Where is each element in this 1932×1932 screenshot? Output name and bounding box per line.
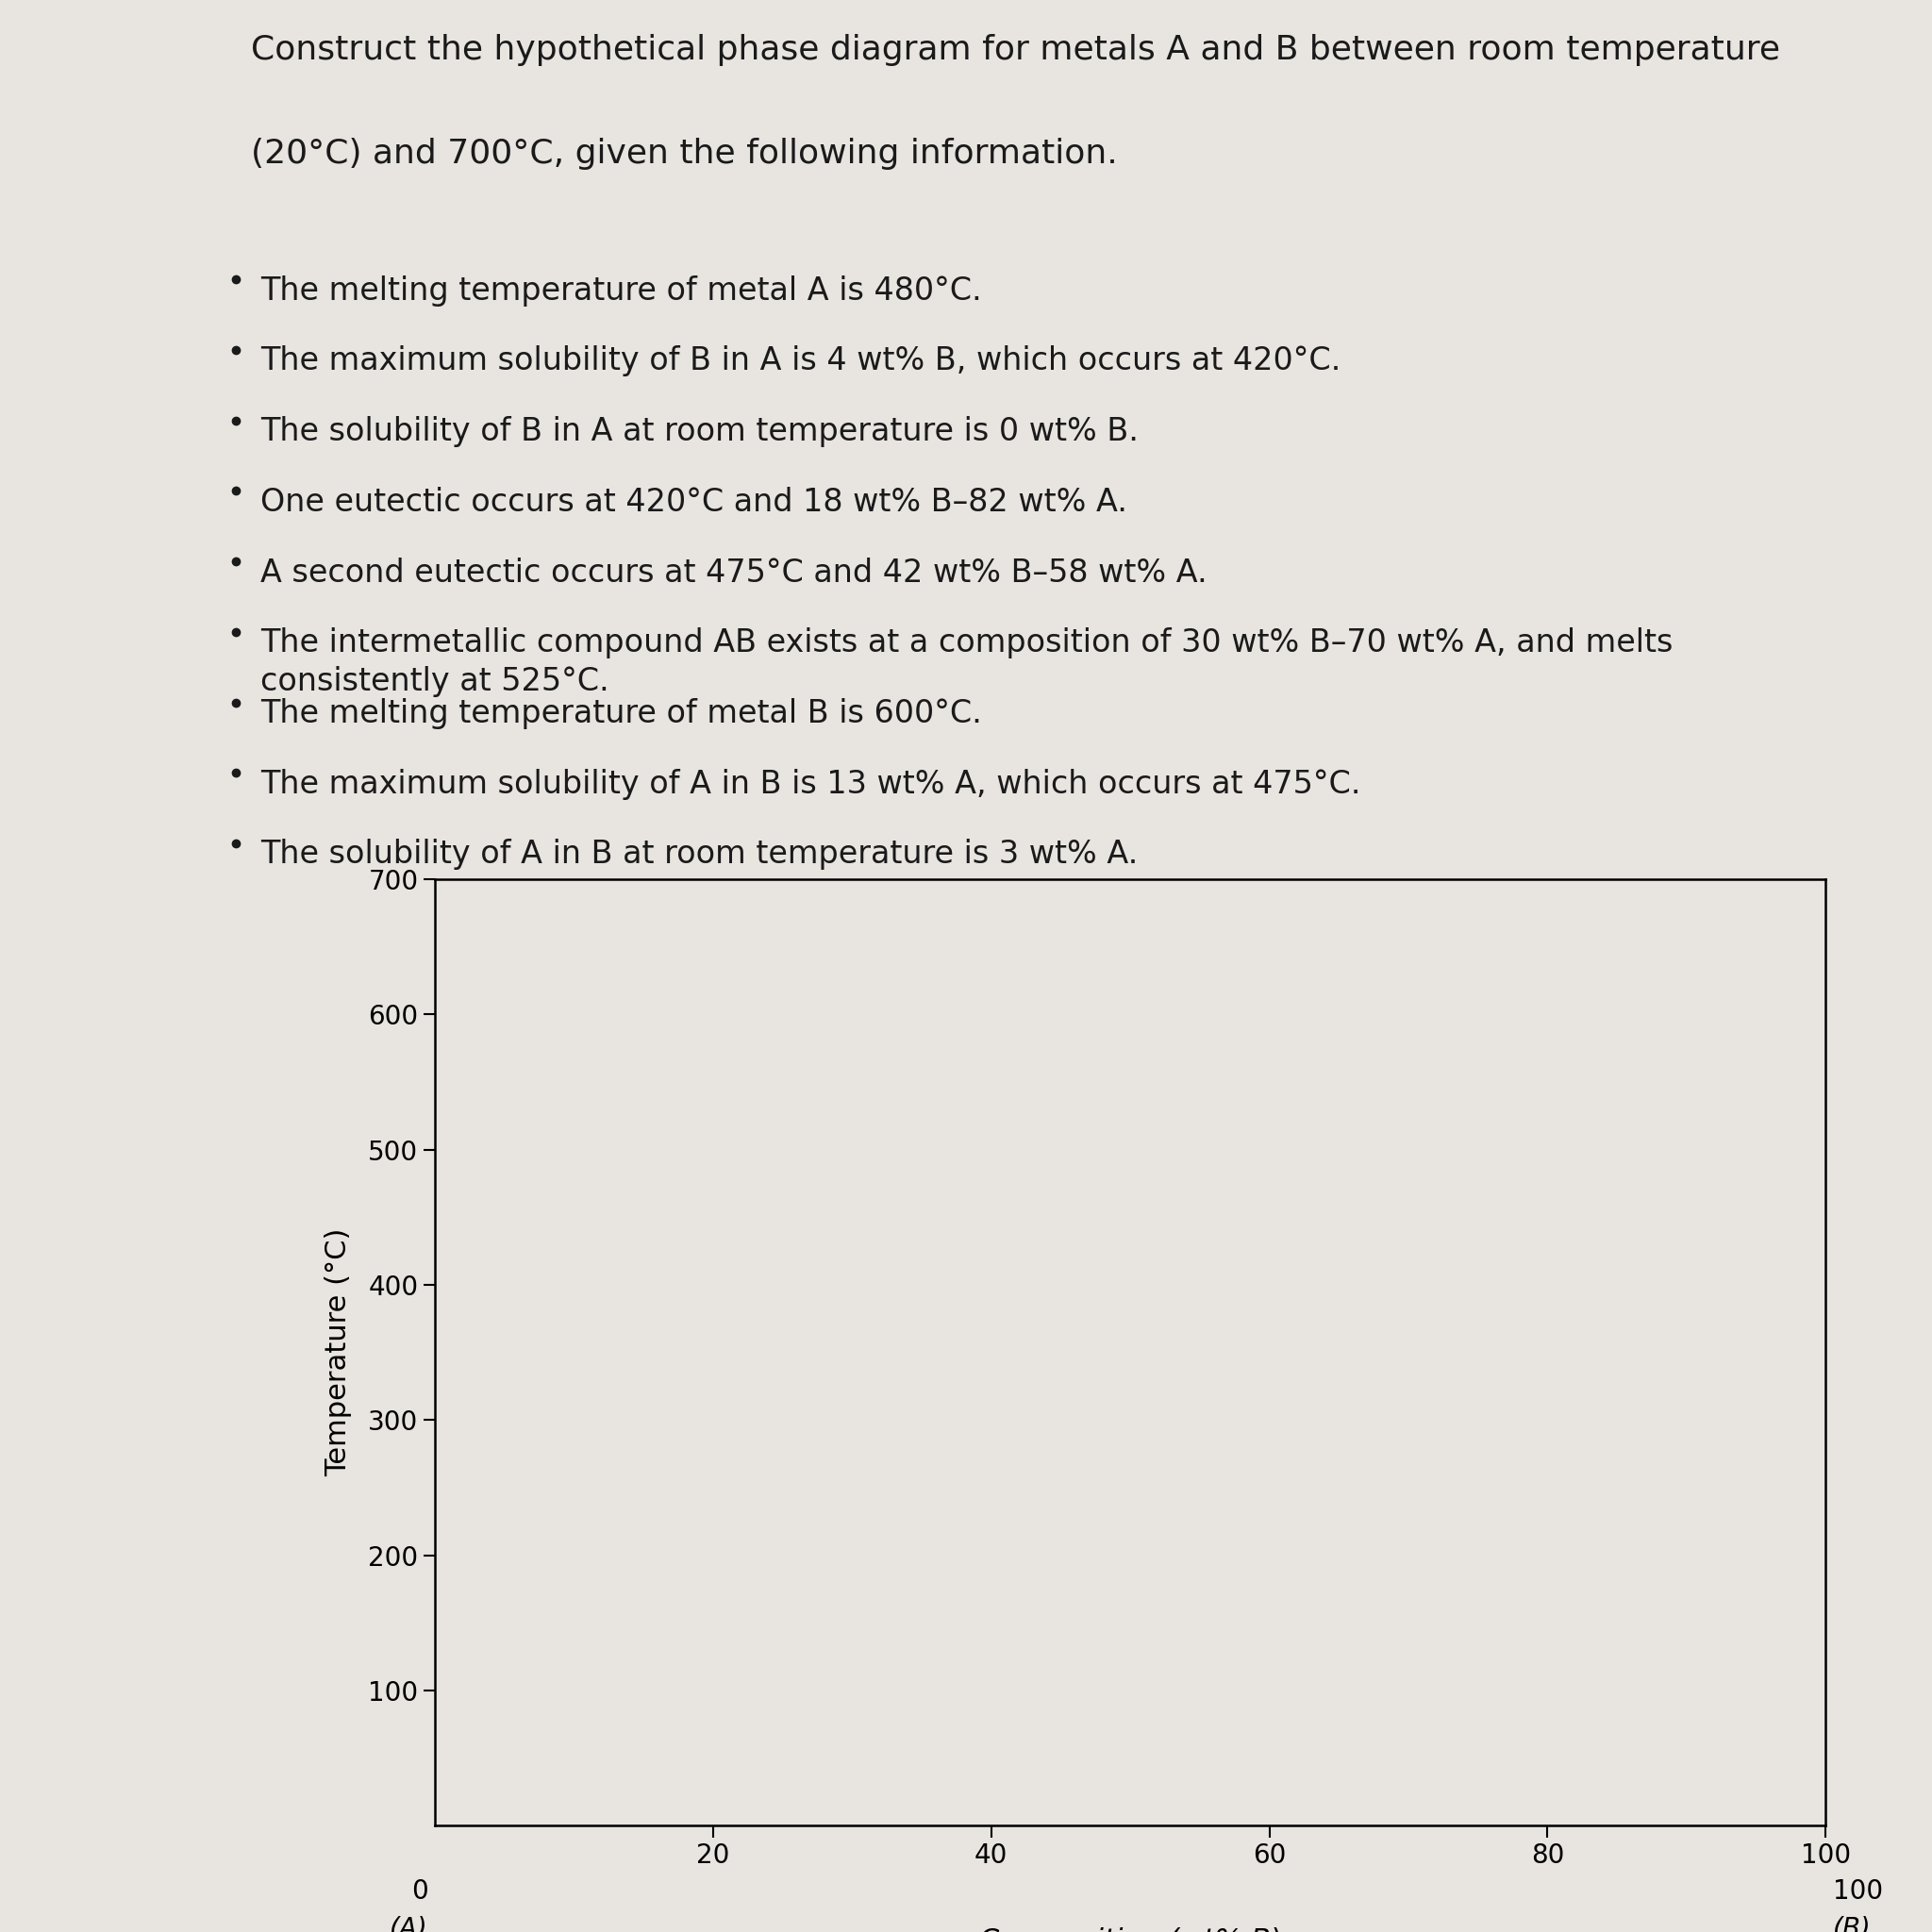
Text: The solubility of B in A at room temperature is 0 wt% B.: The solubility of B in A at room tempera… bbox=[261, 415, 1140, 446]
Text: A second eutectic occurs at 475°C and 42 wt% B–58 wt% A.: A second eutectic occurs at 475°C and 42… bbox=[261, 556, 1208, 587]
Text: The intermetallic compound AB exists at a composition of 30 wt% B–70 wt% A, and : The intermetallic compound AB exists at … bbox=[261, 628, 1673, 697]
Text: (A): (A) bbox=[390, 1917, 427, 1932]
Text: 100: 100 bbox=[1833, 1878, 1884, 1905]
Y-axis label: Temperature (°C): Temperature (°C) bbox=[325, 1229, 352, 1476]
Text: The maximum solubility of A in B is 13 wt% A, which occurs at 475°C.: The maximum solubility of A in B is 13 w… bbox=[261, 769, 1362, 800]
Text: 0: 0 bbox=[412, 1878, 427, 1905]
Text: The maximum solubility of B in A is 4 wt% B, which occurs at 420°C.: The maximum solubility of B in A is 4 wt… bbox=[261, 346, 1341, 377]
Text: The melting temperature of metal A is 480°C.: The melting temperature of metal A is 48… bbox=[261, 274, 981, 307]
Text: The melting temperature of metal B is 600°C.: The melting temperature of metal B is 60… bbox=[261, 697, 981, 728]
Text: The solubility of A in B at room temperature is 3 wt% A.: The solubility of A in B at room tempera… bbox=[261, 838, 1138, 869]
Text: (20°C) and 700°C, given the following information.: (20°C) and 700°C, given the following in… bbox=[251, 137, 1119, 170]
X-axis label: Composition (wt% B): Composition (wt% B) bbox=[980, 1928, 1281, 1932]
Text: Construct the hypothetical phase diagram for metals A and B between room tempera: Construct the hypothetical phase diagram… bbox=[251, 35, 1781, 66]
Text: (B): (B) bbox=[1833, 1917, 1870, 1932]
Text: One eutectic occurs at 420°C and 18 wt% B–82 wt% A.: One eutectic occurs at 420°C and 18 wt% … bbox=[261, 487, 1128, 518]
